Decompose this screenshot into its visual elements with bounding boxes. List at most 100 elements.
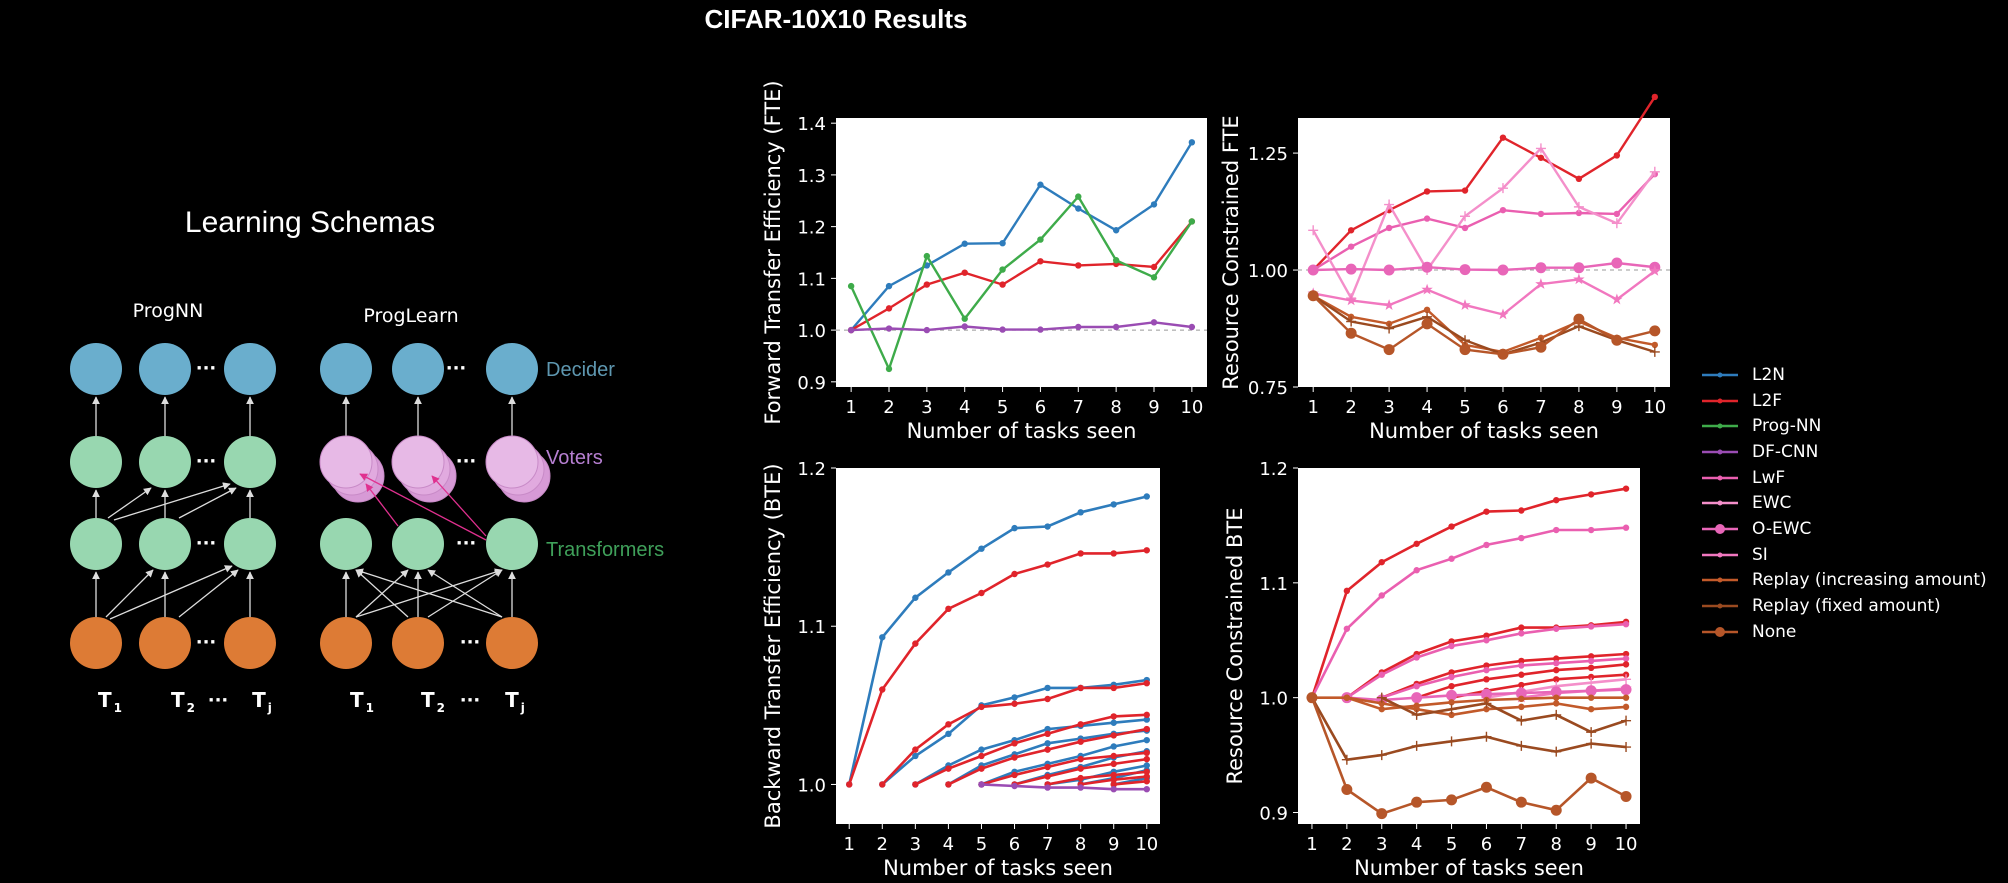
chart-1-xtick-4: 4: [959, 397, 970, 418]
chart-2-ylabel: Resource Constrained FTE: [1219, 115, 1243, 389]
chart-2-series-8-point-8: [1573, 313, 1585, 325]
chart-3-series-15-point-4: [1110, 760, 1117, 768]
chart-4-series-5-point-5: [1518, 657, 1525, 665]
chart-4-series-12-point-9: [1587, 694, 1595, 701]
chart-3-series-13-point-5: [1077, 738, 1084, 745]
chart-4-series-14-line: [1381, 696, 1627, 734]
task-ellipsis-1: ···: [460, 690, 481, 711]
legend-label: Replay (increasing amount): [1752, 570, 1987, 591]
legend-item: EWC: [1700, 490, 1987, 516]
chart-3-series-13-point-6: [1110, 732, 1117, 739]
chart-3-series-12-point-7: [1110, 713, 1117, 720]
chart-4-xtick-10: 10: [1615, 834, 1638, 855]
legend-swatch: [1702, 626, 1738, 637]
chart-2-series-3-point-1: [1308, 225, 1319, 236]
legend-item: Prog-NN: [1700, 413, 1987, 439]
chart-4-plot-area: [1298, 468, 1640, 824]
legend-label: EWC: [1752, 493, 1792, 514]
chart-4-series-13-point-8: [1587, 705, 1595, 713]
chart-4-xtick-5: 5: [1446, 834, 1457, 855]
chart-4-series-14-point-5: [1516, 715, 1527, 726]
proglearn-task-1: [320, 617, 372, 669]
chart-4-series-7-point-7: [1622, 661, 1630, 668]
prognn-transformer-3: [224, 518, 276, 570]
chart-4-series-13-point-6: [1518, 703, 1525, 711]
chart-1-xlabel: Number of tasks seen: [907, 419, 1137, 443]
chart-3-series-12-point-1: [912, 781, 919, 788]
chart-2-series-5-point-7: [1535, 278, 1547, 289]
chart-4-series-5-point-4: [1483, 662, 1490, 669]
chart-2-series-4-point-2: [1345, 263, 1357, 275]
chart-3-series-1-point-8: [1077, 509, 1084, 516]
chart-3-series-19-point-2: [1011, 782, 1018, 790]
chart-3-xtick-10: 10: [1135, 834, 1158, 855]
chart-3-series-1-point-6: [1011, 524, 1018, 532]
chart-4-series-3-point-6: [1518, 624, 1525, 631]
chart-4-series-15-point-6: [1481, 731, 1492, 742]
chart-4-series-15-line: [1310, 697, 1627, 762]
chart-4-series-4-point-2: [1378, 671, 1385, 678]
chart-3-xtick-6: 6: [1009, 834, 1020, 855]
chart-2-series-3-point-6: [1497, 183, 1508, 194]
chart-3-series-10-point-1: [846, 781, 853, 788]
chart-1-series-1-point-5: [999, 239, 1006, 247]
chart-3-series-3-point-8: [1143, 716, 1150, 723]
chart-1-ytick-3: 1.2: [797, 218, 826, 239]
chart-3-series-1-point-4: [945, 569, 952, 576]
chart-4-series-16-point-1: [1306, 692, 1318, 704]
chart-3-series-13-point-1: [945, 781, 952, 788]
prognn-cross-6: [178, 487, 237, 519]
chart-4-series-14-point-8: [1621, 715, 1632, 726]
chart-4-series-6-point-2: [1413, 682, 1420, 690]
chart-3-series-18: [1110, 778, 1150, 788]
chart-3-series-18-point-1: [1110, 781, 1117, 788]
chart-2-xtick-1: 1: [1307, 397, 1318, 418]
chart-4-series-15-point-3: [1376, 750, 1387, 761]
chart-3-series-10: [846, 547, 1150, 788]
chart-4-ytick-2: 1.1: [1259, 574, 1288, 595]
chart-2-series-7-point-5: [1460, 335, 1471, 346]
chart-2-series-1-point-7: [1537, 154, 1545, 161]
chart-4-series-16-point-5: [1446, 794, 1458, 806]
chart-2-series-2: [1309, 170, 1659, 274]
prognn-decider-3: [224, 343, 276, 395]
chart-4-series-15-point-9: [1586, 738, 1597, 749]
proglearn-vot-ellipsis: ···: [456, 451, 477, 472]
chart-4-series-14-point-1: [1376, 692, 1387, 703]
chart-3-series-11-point-6: [1044, 695, 1051, 703]
prognn-task-ellipsis: ···: [196, 632, 217, 653]
chart-4-series-15-point-7: [1516, 740, 1527, 751]
chart-3-series-1-point-5: [978, 545, 985, 552]
proglearn-task-ellipsis: ···: [460, 632, 481, 653]
chart-4-series-12-point-3: [1378, 705, 1385, 713]
prognn-voter-1: [70, 436, 122, 488]
chart-3-series-11-point-3: [945, 721, 952, 728]
legend-label: Replay (fixed amount): [1752, 596, 1941, 617]
chart-2-series-1-point-10: [1651, 93, 1659, 101]
chart-3-series-11-point-8: [1110, 684, 1117, 692]
chart-2-series-6-point-4: [1423, 306, 1431, 314]
chart-3-series-11-point-1: [879, 781, 886, 788]
chart-4-series-13-point-2: [1378, 700, 1385, 707]
chart-4-series-11-point-4: [1446, 689, 1458, 701]
chart-2-series-5-point-9: [1611, 293, 1623, 305]
proglearn-transformer-3: [486, 518, 538, 570]
chart-2-series-7-point-10: [1649, 346, 1660, 357]
chart-4-series-16-point-10: [1620, 790, 1632, 802]
chart-3-series-17-point-3: [1143, 773, 1150, 780]
proglearn-label: ProgLearn: [363, 305, 458, 327]
chart-2-series-2-line: [1312, 173, 1656, 272]
chart-4-series-1-point-9: [1587, 491, 1595, 498]
chart-4-xtick-2: 2: [1341, 834, 1352, 855]
chart-1-series-3-point-5: [999, 266, 1006, 273]
chart-3-series-1-point-10: [1143, 493, 1150, 500]
chart-2-xtick-6: 6: [1497, 397, 1508, 418]
chart-3-series-2-point-5: [1011, 694, 1018, 701]
chart-3-series-18-line: [1113, 780, 1147, 786]
legend-swatch: [1702, 552, 1738, 558]
chart-3-series-11-point-7: [1077, 684, 1084, 692]
chart-4-xtick-3: 3: [1376, 834, 1387, 855]
chart-4-series-14-point-4: [1481, 698, 1492, 709]
chart-4-series-16-point-8: [1550, 804, 1562, 816]
